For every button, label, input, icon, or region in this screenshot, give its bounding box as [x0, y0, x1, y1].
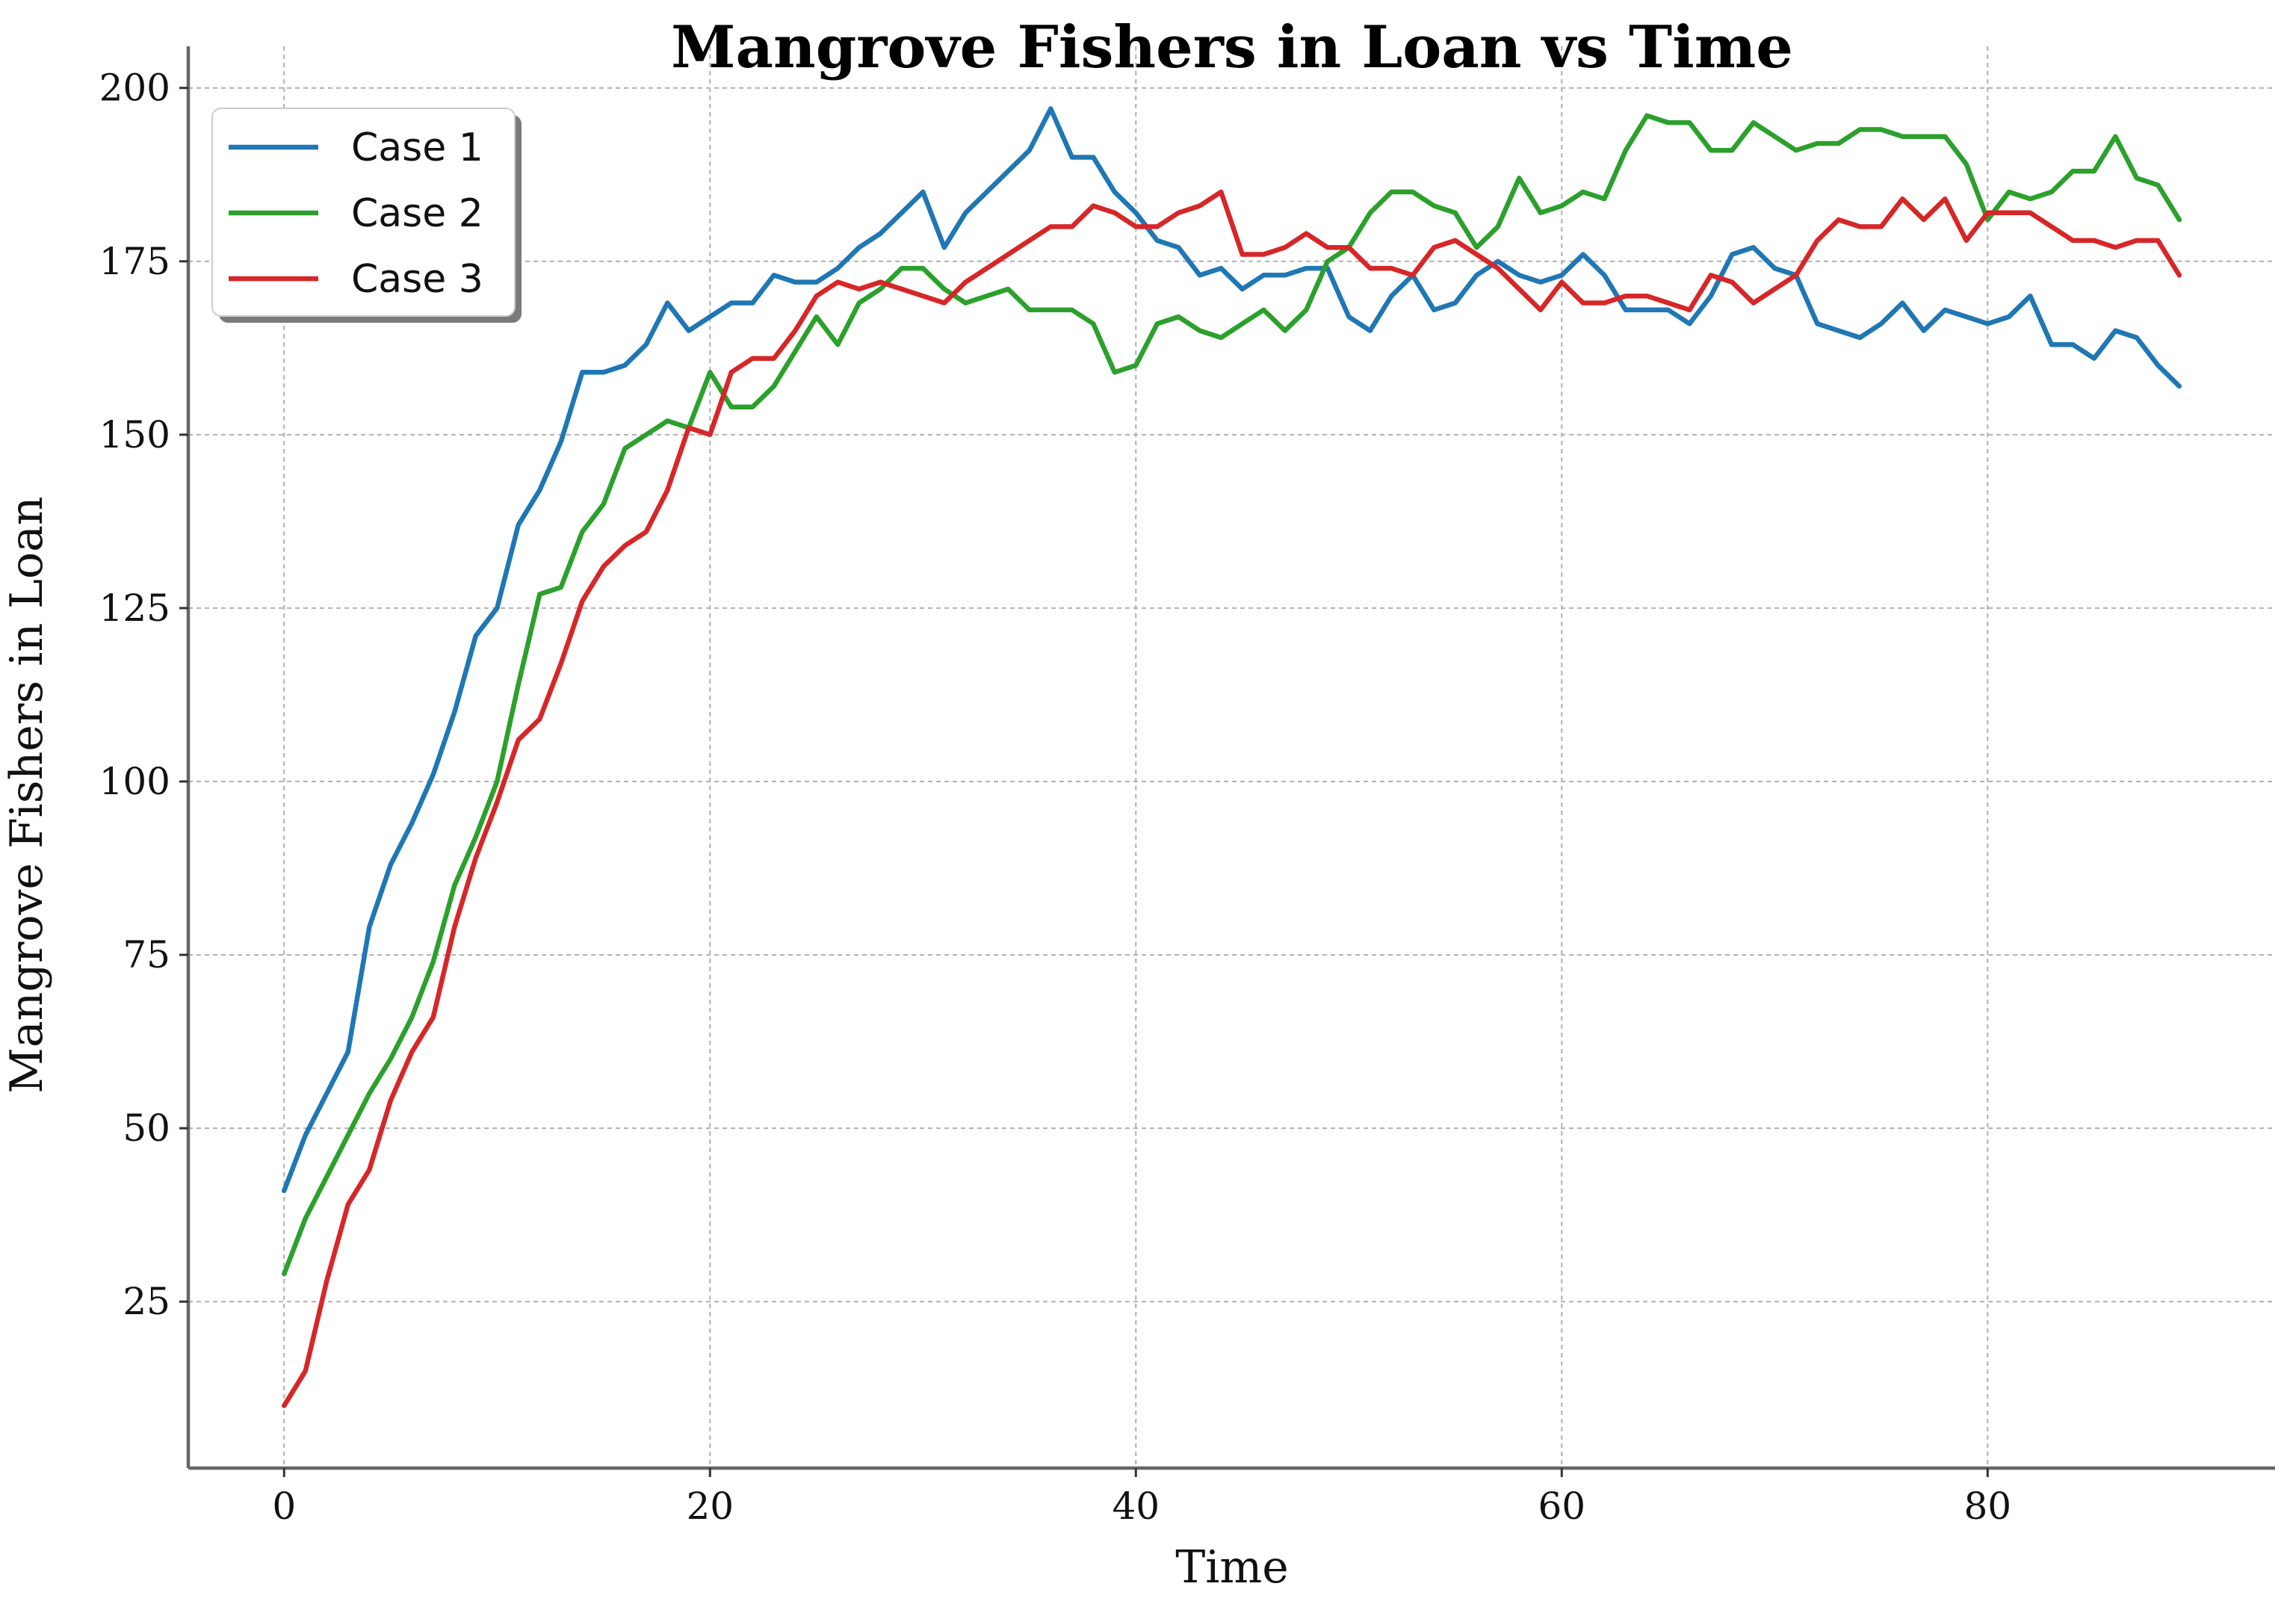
x-tick-label: 20: [686, 1485, 734, 1528]
y-tick-label: 50: [123, 1106, 170, 1150]
legend-box: [211, 108, 516, 317]
x-tick-label: 80: [1964, 1485, 2011, 1528]
y-tick-label: 75: [123, 933, 170, 976]
series-lines: [282, 106, 2182, 1408]
series-line-case-3: [282, 189, 2182, 1408]
x-tick-label: 0: [272, 1485, 296, 1528]
x-axis-label: Time: [1175, 1541, 1289, 1594]
ticks: 0 20 40 60 80 25 50 75 100 125 150 175 200: [99, 66, 2012, 1528]
y-tick-label: 200: [99, 66, 170, 110]
y-tick-label: 150: [99, 413, 170, 456]
y-axis-label: Mangrove Fishers in Loan: [1, 496, 53, 1093]
y-tick-label: 125: [99, 586, 170, 630]
legend-label-case-3: Case 3: [351, 257, 483, 302]
y-tick-label: 175: [99, 240, 170, 283]
axes: [186, 46, 2275, 1470]
y-tick-label: 25: [123, 1280, 170, 1323]
grid: [188, 46, 2275, 1468]
series-line-case-2: [282, 113, 2182, 1277]
chart-title: Mangrove Fishers in Loan vs Time: [671, 13, 1793, 81]
y-tick-label: 100: [99, 760, 170, 803]
legend-label-case-2: Case 2: [351, 191, 483, 236]
legend: Case 1 Case 2 Case 3: [211, 108, 522, 323]
x-tick-label: 60: [1538, 1485, 1585, 1528]
x-tick-label: 40: [1112, 1485, 1160, 1528]
legend-label-case-1: Case 1: [351, 126, 483, 170]
series-line-case-1: [282, 106, 2182, 1193]
